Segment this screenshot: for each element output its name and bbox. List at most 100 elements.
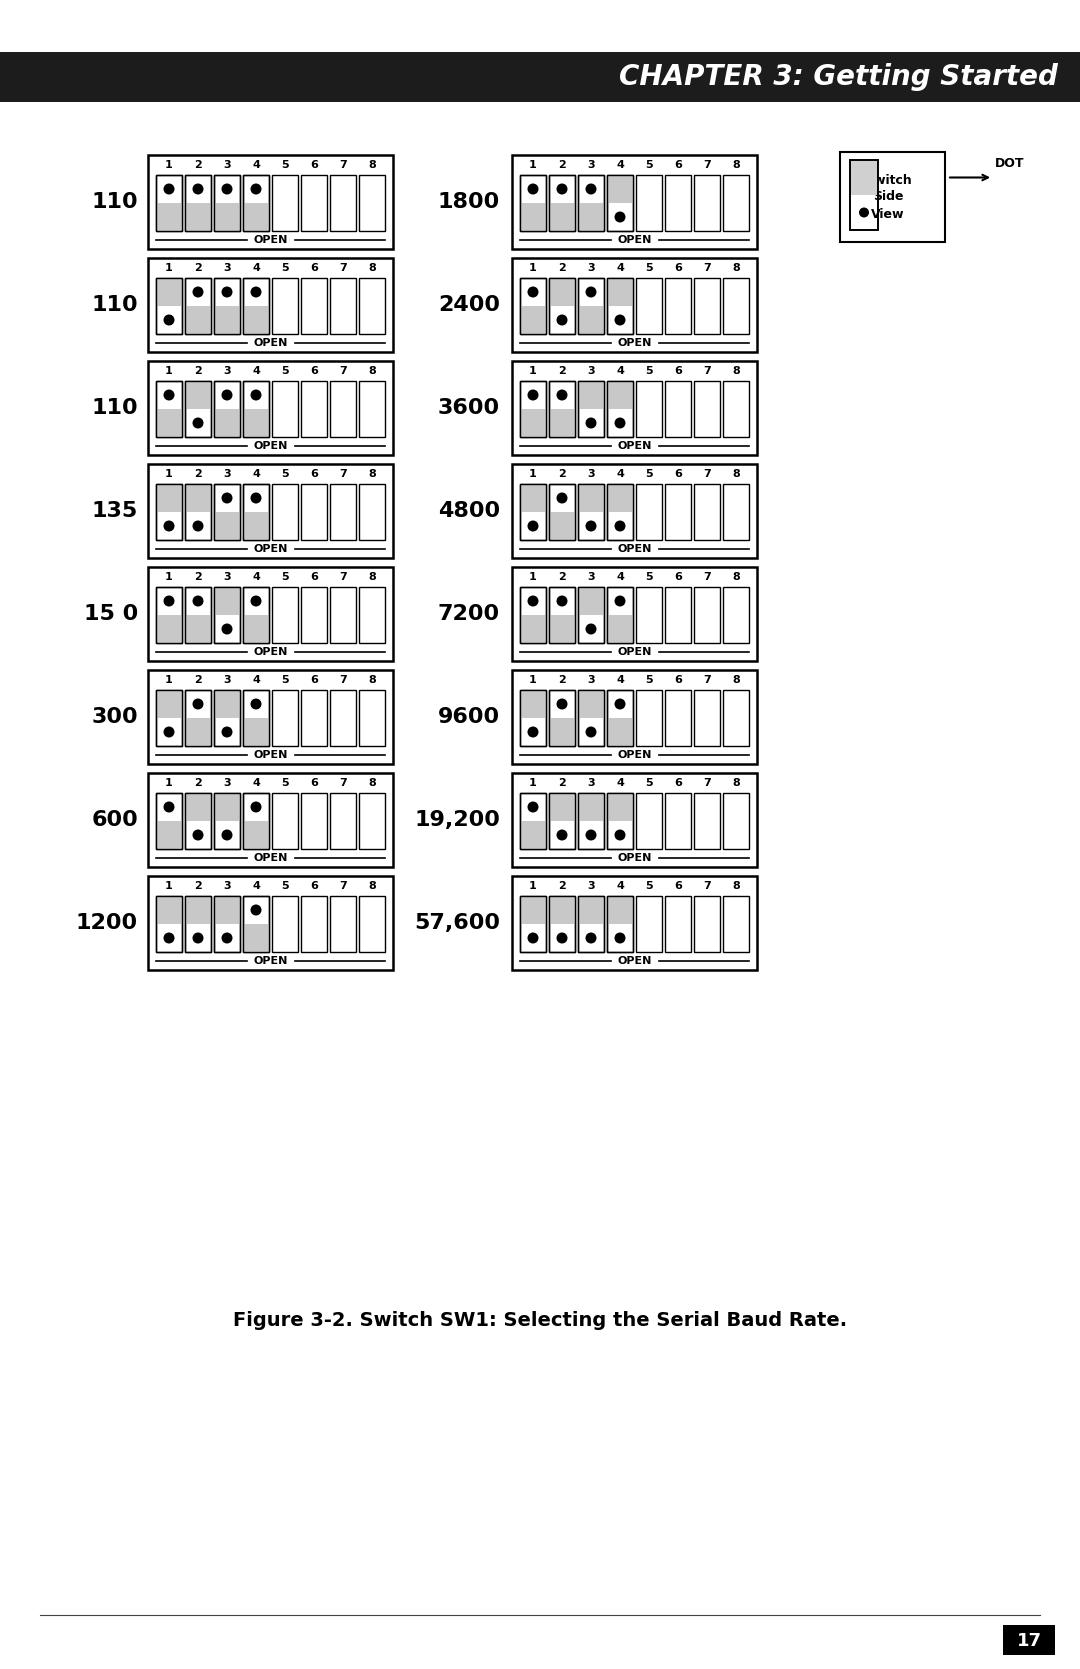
Circle shape	[163, 389, 175, 401]
Bar	[214, 279, 240, 334]
Circle shape	[615, 521, 625, 531]
Text: 4: 4	[252, 778, 260, 788]
Bar	[330, 484, 356, 541]
Text: 6: 6	[310, 572, 318, 582]
Circle shape	[585, 417, 596, 429]
Bar	[214, 381, 240, 437]
Bar	[186, 204, 210, 230]
Bar	[607, 793, 633, 850]
Bar	[215, 512, 239, 539]
Bar	[607, 587, 633, 643]
Bar	[185, 279, 211, 334]
Bar	[512, 464, 757, 557]
Bar	[359, 896, 384, 951]
Bar	[301, 587, 327, 643]
Text: 8: 8	[368, 264, 376, 274]
Bar	[723, 175, 750, 230]
Text: 2400: 2400	[438, 295, 500, 315]
Circle shape	[615, 699, 625, 709]
Bar	[215, 896, 239, 925]
Bar	[850, 160, 878, 230]
Text: 5: 5	[645, 881, 652, 891]
Circle shape	[585, 287, 596, 297]
Bar	[665, 689, 691, 746]
Bar	[185, 793, 211, 850]
Text: 1: 1	[165, 264, 173, 274]
Bar	[157, 204, 181, 230]
Text: 3: 3	[224, 264, 231, 274]
Text: 5: 5	[281, 778, 288, 788]
Circle shape	[192, 596, 203, 606]
Text: 7: 7	[339, 160, 347, 170]
Circle shape	[556, 492, 567, 504]
Text: 1: 1	[529, 778, 537, 788]
Bar	[156, 689, 183, 746]
Bar	[512, 155, 757, 249]
Text: 1: 1	[529, 881, 537, 891]
Text: 8: 8	[732, 572, 740, 582]
Text: 8: 8	[368, 366, 376, 376]
Bar	[512, 669, 757, 764]
Bar	[148, 669, 393, 764]
Text: 7200: 7200	[437, 604, 500, 624]
Text: 7: 7	[703, 778, 711, 788]
Bar	[549, 175, 575, 230]
Bar	[607, 689, 633, 746]
Text: 1: 1	[165, 469, 173, 479]
Bar	[214, 793, 240, 850]
Text: OPEN: OPEN	[618, 749, 651, 759]
Bar	[549, 587, 575, 643]
Bar	[665, 381, 691, 437]
Bar	[550, 794, 573, 821]
Bar	[549, 689, 575, 746]
Text: 110: 110	[92, 397, 138, 417]
Bar	[272, 279, 298, 334]
Bar	[156, 587, 183, 643]
Bar	[156, 896, 183, 951]
Text: OPEN: OPEN	[254, 441, 287, 451]
Bar	[185, 689, 211, 746]
Circle shape	[527, 521, 539, 531]
Circle shape	[556, 699, 567, 709]
Text: 7: 7	[703, 160, 711, 170]
Bar	[214, 587, 240, 643]
Bar	[608, 718, 632, 744]
Bar	[549, 689, 575, 746]
Bar	[665, 896, 691, 951]
Bar	[243, 484, 269, 541]
Circle shape	[251, 596, 261, 606]
Text: 1: 1	[165, 572, 173, 582]
Bar	[578, 175, 604, 230]
Text: 2: 2	[194, 160, 202, 170]
Bar	[550, 512, 573, 539]
Bar	[330, 381, 356, 437]
Text: 2: 2	[194, 674, 202, 684]
Bar	[148, 567, 393, 661]
Bar	[578, 381, 604, 437]
Text: 110: 110	[92, 192, 138, 212]
Text: 5: 5	[281, 572, 288, 582]
Circle shape	[221, 624, 232, 634]
Bar	[607, 689, 633, 746]
Bar	[185, 689, 211, 746]
Bar	[607, 175, 633, 230]
Bar	[723, 279, 750, 334]
Bar	[519, 279, 546, 334]
Bar	[519, 175, 546, 230]
Bar	[550, 204, 573, 230]
Bar	[607, 484, 633, 541]
Text: 2: 2	[194, 572, 202, 582]
Text: 2: 2	[194, 469, 202, 479]
Text: 2: 2	[558, 366, 566, 376]
Bar	[579, 382, 603, 409]
Circle shape	[859, 207, 869, 217]
Text: 6: 6	[674, 366, 681, 376]
Text: 2: 2	[194, 366, 202, 376]
Bar	[272, 484, 298, 541]
Text: 6: 6	[674, 674, 681, 684]
Bar	[549, 279, 575, 334]
Text: 4: 4	[252, 264, 260, 274]
Bar	[512, 567, 757, 661]
Bar	[214, 896, 240, 951]
Bar	[607, 279, 633, 334]
